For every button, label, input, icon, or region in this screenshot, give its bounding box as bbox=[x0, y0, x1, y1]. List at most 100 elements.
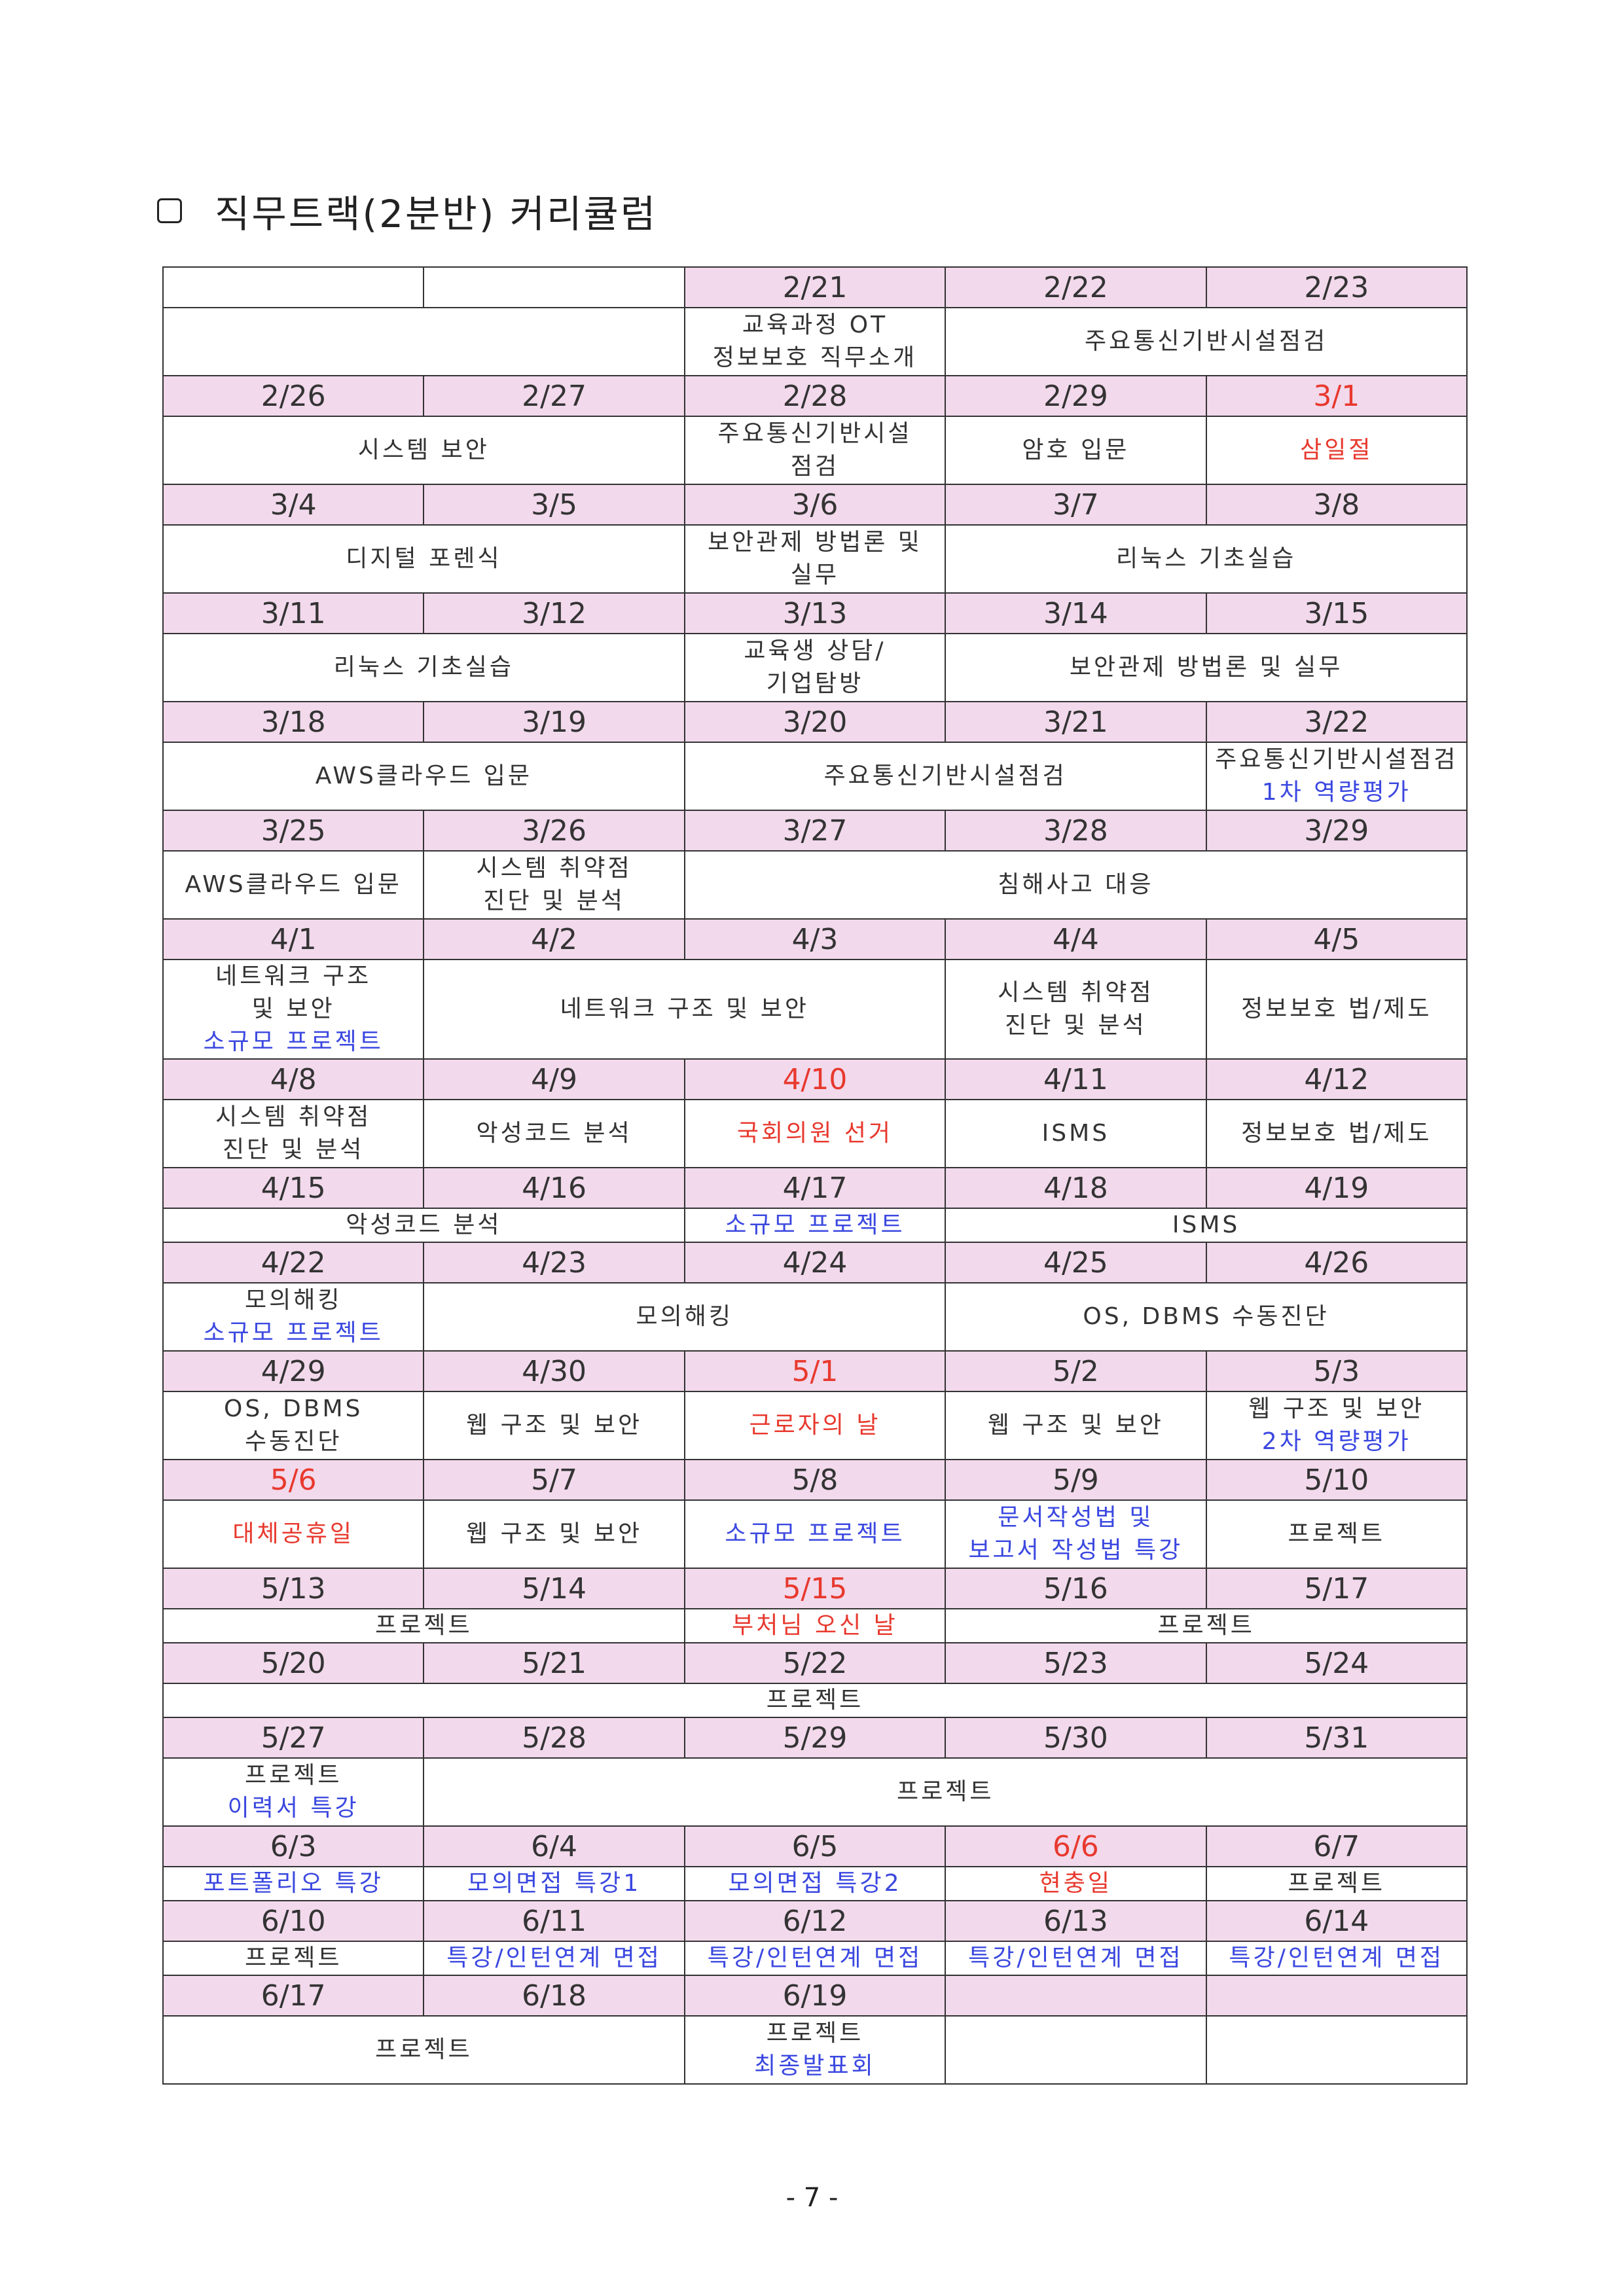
date-cell: 6/11 bbox=[423, 1900, 685, 1942]
date-cell: 4/30 bbox=[423, 1350, 685, 1392]
event-line: 문서작성법 및 bbox=[998, 1504, 1154, 1531]
event-row: 디지털 포렌식 보안관제 방법론 및 실무 리눅스 기초실습 bbox=[162, 524, 1468, 594]
event-cell: 네트워크 구조 및 보안 소규모 프로젝트 bbox=[162, 959, 425, 1060]
event-cell: 시스템 취약점 진단 및 분석 bbox=[423, 850, 685, 920]
event-cell: 특강/인턴연계 면접 bbox=[683, 1941, 947, 1976]
event-row: AWS클라우드 입문 시스템 취약점 진단 및 분석 침해사고 대응 bbox=[162, 850, 1468, 920]
date-row: 6/3 6/4 6/5 6/6 6/7 bbox=[162, 1825, 1468, 1867]
event-cell: 리눅스 기초실습 bbox=[162, 633, 685, 702]
event-line: 진단 및 분석 bbox=[483, 888, 625, 914]
event-line: 주요통신기반시설 bbox=[717, 420, 912, 447]
event-cell: 소규모 프로젝트 bbox=[683, 1208, 947, 1243]
date-row: 3/18 3/19 3/20 3/21 3/22 bbox=[162, 701, 1468, 743]
date-cell: 6/7 bbox=[1205, 1825, 1468, 1867]
date-cell bbox=[1205, 1975, 1468, 2017]
event-row: AWS클라우드 입문 주요통신기반시설점검 주요통신기반시설점검 1차 역량평가 bbox=[162, 742, 1468, 811]
event-line: 악성코드 분석 bbox=[476, 1120, 632, 1147]
event-line: 국회의원 선거 bbox=[736, 1120, 893, 1147]
event-cell: 문서작성법 및 보고서 작성법 특강 bbox=[945, 1499, 1207, 1569]
date-row: 4/1 4/2 4/3 4/4 4/5 bbox=[162, 918, 1468, 960]
date-cell: 5/30 bbox=[945, 1717, 1207, 1759]
date-cell: 6/10 bbox=[162, 1900, 425, 1942]
event-row: 악성코드 분석 소규모 프로젝트 ISMS bbox=[162, 1208, 1468, 1243]
date-row: 3/11 3/12 3/13 3/14 3/15 bbox=[162, 592, 1468, 634]
date-cell: 6/12 bbox=[683, 1900, 947, 1942]
event-line: 웹 구조 및 보안 bbox=[987, 1412, 1164, 1439]
date-cell: 5/9 bbox=[945, 1459, 1207, 1501]
event-line: 포트폴리오 특강 bbox=[203, 1870, 384, 1897]
date-cell: 4/9 bbox=[423, 1058, 685, 1100]
date-cell: 3/19 bbox=[423, 701, 685, 743]
event-line: 시스템 취약점 bbox=[215, 1103, 372, 1130]
date-cell: 3/7 bbox=[945, 484, 1207, 526]
page-number: - 7 - bbox=[785, 2183, 839, 2213]
date-cell: 4/11 bbox=[945, 1058, 1207, 1100]
event-line: 프로젝트 bbox=[244, 1945, 342, 1971]
date-cell: 4/10 bbox=[683, 1058, 947, 1100]
event-line: 프로젝트 bbox=[1288, 1870, 1386, 1897]
event-cell: 프로젝트 이력서 특강 bbox=[162, 1757, 425, 1827]
date-cell: 5/29 bbox=[683, 1717, 947, 1759]
event-line: 시스템 취약점 bbox=[998, 979, 1154, 1006]
date-cell: 6/13 bbox=[945, 1900, 1207, 1942]
event-cell: AWS클라우드 입문 bbox=[162, 850, 425, 920]
date-cell bbox=[945, 1975, 1207, 2017]
date-row: 3/4 3/5 3/6 3/7 3/8 bbox=[162, 484, 1468, 526]
event-line: 소규모 프로젝트 bbox=[725, 1520, 905, 1547]
event-cell: 웹 구조 및 보안 bbox=[423, 1391, 685, 1460]
event-cell: 웹 구조 및 보안 bbox=[423, 1499, 685, 1569]
date-cell: 5/31 bbox=[1205, 1717, 1468, 1759]
date-cell: 6/19 bbox=[683, 1975, 947, 2017]
date-cell: 5/14 bbox=[423, 1568, 685, 1609]
event-line: AWS클라우드 입문 bbox=[315, 762, 533, 789]
square-bullet-icon bbox=[157, 198, 182, 223]
page-heading: 직무트랙(2분반) 커리큘럼 bbox=[157, 185, 657, 237]
event-line: 암호 입문 bbox=[1022, 437, 1130, 463]
date-cell: 4/1 bbox=[162, 918, 425, 960]
event-line: 보안관제 방법론 및 실무 bbox=[1069, 654, 1343, 681]
date-cell: 4/3 bbox=[683, 918, 947, 960]
event-line: 교육과정 OT bbox=[742, 312, 888, 338]
date-row: 4/8 4/9 4/10 4/11 4/12 bbox=[162, 1058, 1468, 1100]
event-cell: 모의해킹 소규모 프로젝트 bbox=[162, 1282, 425, 1352]
date-cell: 4/25 bbox=[945, 1242, 1207, 1283]
event-line: 주요통신기반시설점검 bbox=[823, 762, 1067, 789]
event-cell: 포트폴리오 특강 bbox=[162, 1866, 425, 1901]
date-cell: 2/28 bbox=[683, 375, 947, 417]
event-cell: 프로젝트 bbox=[1205, 1499, 1468, 1569]
event-row: 프로젝트 이력서 특강 프로젝트 bbox=[162, 1757, 1468, 1827]
event-cell: 부처님 오신 날 bbox=[683, 1608, 947, 1643]
date-cell: 3/21 bbox=[945, 701, 1207, 743]
event-cell: 주요통신기반시설점검 1차 역량평가 bbox=[1205, 742, 1468, 811]
event-line: 프로젝트 bbox=[1157, 1612, 1255, 1639]
event-line: 점검 bbox=[790, 453, 840, 480]
event-line: 모의면접 특강1 bbox=[467, 1870, 641, 1897]
event-line: 이력서 특강 bbox=[227, 1795, 359, 1821]
date-cell: 4/19 bbox=[1205, 1167, 1468, 1209]
date-cell: 3/20 bbox=[683, 701, 947, 743]
date-cell: 4/4 bbox=[945, 918, 1207, 960]
date-cell: 4/26 bbox=[1205, 1242, 1468, 1283]
event-line: 프로젝트 bbox=[766, 1687, 864, 1713]
event-line: 특강/인턴연계 면접 bbox=[446, 1945, 662, 1971]
event-line: ISMS bbox=[1172, 1211, 1240, 1238]
event-line: 수동진단 bbox=[244, 1428, 342, 1455]
date-cell: 3/1 bbox=[1205, 375, 1468, 417]
event-cell: 교육과정 OT 정보보호 직무소개 bbox=[683, 307, 947, 376]
date-cell: 2/29 bbox=[945, 375, 1207, 417]
date-cell: 4/17 bbox=[683, 1167, 947, 1209]
date-row: 2/26 2/27 2/28 2/29 3/1 bbox=[162, 375, 1468, 417]
event-line: 진단 및 분석 bbox=[1005, 1012, 1147, 1039]
event-cell: 특강/인턴연계 면접 bbox=[945, 1941, 1207, 1976]
event-line: 특강/인턴연계 면접 bbox=[968, 1945, 1183, 1971]
event-cell: 소규모 프로젝트 bbox=[683, 1499, 947, 1569]
date-cell: 3/15 bbox=[1205, 592, 1468, 634]
date-cell: 3/25 bbox=[162, 810, 425, 852]
event-line: 웹 구조 및 보안 bbox=[466, 1520, 643, 1547]
date-cell: 6/5 bbox=[683, 1825, 947, 1867]
event-cell bbox=[945, 2015, 1207, 2085]
event-row: 포트폴리오 특강 모의면접 특강1 모의면접 특강2 현충일 프로젝트 bbox=[162, 1866, 1468, 1901]
date-cell: 6/17 bbox=[162, 1975, 425, 2017]
event-cell: 모의면접 특강1 bbox=[423, 1866, 685, 1901]
